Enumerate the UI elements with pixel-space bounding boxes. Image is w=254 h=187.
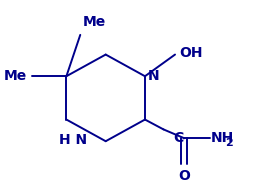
Text: N: N [147, 69, 158, 83]
Text: Me: Me [4, 69, 27, 83]
Text: C: C [172, 131, 182, 145]
Text: O: O [178, 169, 189, 183]
Text: 2: 2 [225, 138, 232, 148]
Text: OH: OH [179, 46, 202, 60]
Text: Me: Me [82, 15, 105, 29]
Text: NH: NH [210, 131, 233, 145]
Text: H N: H N [59, 133, 87, 147]
